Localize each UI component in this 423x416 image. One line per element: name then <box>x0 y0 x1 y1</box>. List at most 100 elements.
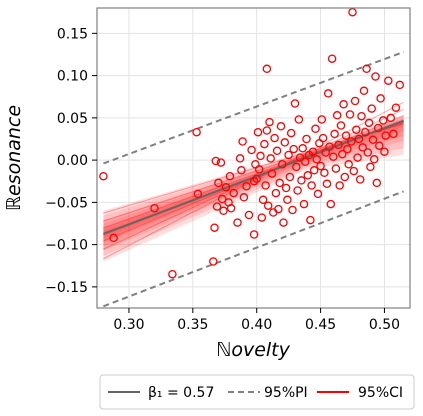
data-point <box>364 118 374 128</box>
legend-frame <box>99 374 415 410</box>
data-point <box>237 166 246 175</box>
y-axis-ticks: −0.15 −0.10 −0.05 0.00 0.05 0.10 0.15 <box>45 26 97 296</box>
data-point <box>358 143 367 152</box>
data-point <box>267 169 277 178</box>
data-point <box>192 127 201 137</box>
data-point <box>209 257 218 266</box>
data-point <box>311 124 320 134</box>
data-point <box>225 171 235 181</box>
data-point <box>329 152 338 161</box>
data-point <box>354 134 364 144</box>
data-point <box>269 208 278 217</box>
data-point <box>335 181 344 190</box>
x-axis-title: ℕovelty <box>216 339 291 361</box>
data-point <box>275 178 284 188</box>
data-point <box>373 123 383 133</box>
data-point <box>326 199 336 209</box>
data-point <box>277 160 287 169</box>
data-point <box>249 230 259 239</box>
y-tick-label: 0.15 <box>57 26 88 42</box>
data-point <box>286 128 296 138</box>
x-tick-label: 0.45 <box>305 317 336 333</box>
data-point <box>252 174 261 183</box>
x-tick-label: 0.35 <box>177 317 208 333</box>
data-point <box>211 156 221 166</box>
data-point <box>295 153 305 162</box>
data-point <box>306 215 315 225</box>
data-point <box>367 104 376 113</box>
data-point <box>300 157 310 167</box>
plot-frame <box>96 7 411 309</box>
y-tick-label: 0.10 <box>57 69 88 85</box>
y-tick-label: 0.00 <box>57 153 88 169</box>
data-point <box>327 54 337 63</box>
pi-lower-line <box>103 190 404 308</box>
data-point <box>285 172 295 182</box>
data-point <box>217 194 227 204</box>
data-point <box>331 164 341 173</box>
data-point <box>350 96 360 106</box>
data-point <box>258 195 268 205</box>
data-point <box>368 135 378 145</box>
data-point <box>261 181 270 190</box>
data-point <box>312 155 321 164</box>
data-point <box>323 89 333 98</box>
data-point <box>216 158 226 167</box>
data-point <box>99 171 108 181</box>
data-point <box>289 144 298 154</box>
data-point <box>308 147 318 156</box>
data-point <box>363 148 373 157</box>
data-point <box>302 134 311 144</box>
data-point <box>249 176 259 186</box>
data-point <box>233 218 242 227</box>
data-point <box>297 176 306 185</box>
data-point <box>281 183 291 193</box>
data-point <box>253 127 263 137</box>
y-axis-title: ℝesonance <box>3 105 25 211</box>
data-point <box>362 64 371 74</box>
data-point <box>219 206 228 216</box>
data-point <box>276 122 286 131</box>
data-point <box>150 204 159 213</box>
data-point <box>318 133 328 143</box>
y-tick-label: −0.15 <box>45 280 88 296</box>
data-point <box>210 223 219 232</box>
data-point <box>271 188 281 198</box>
data-point <box>313 189 323 199</box>
data-point <box>279 218 288 227</box>
data-point <box>332 111 342 120</box>
x-axis-ticks: 0.30 0.35 0.40 0.45 0.50 <box>113 308 400 333</box>
data-point <box>303 171 313 180</box>
data-point <box>270 133 279 143</box>
y-tick-label: −0.10 <box>45 238 88 254</box>
data-points <box>99 8 405 279</box>
legend-label-pi: 95%PI <box>264 385 308 401</box>
data-point <box>168 269 177 279</box>
data-point <box>238 137 247 146</box>
data-point <box>381 131 390 140</box>
data-point <box>378 116 388 125</box>
data-point <box>316 161 325 171</box>
data-point <box>361 127 370 137</box>
data-point <box>343 144 352 154</box>
data-point <box>357 111 366 121</box>
data-point <box>239 193 249 202</box>
data-point <box>254 165 264 174</box>
data-point <box>294 115 304 124</box>
data-point <box>376 94 385 103</box>
data-point <box>384 76 393 85</box>
confidence-band <box>103 115 404 262</box>
data-point <box>262 126 272 135</box>
data-point <box>389 129 398 139</box>
data-point <box>266 154 275 163</box>
data-point <box>274 204 283 214</box>
data-point <box>395 80 405 90</box>
data-point <box>226 204 236 213</box>
x-tick-label: 0.30 <box>113 317 144 333</box>
data-point <box>293 186 302 195</box>
data-point <box>352 125 361 134</box>
data-point <box>353 153 362 162</box>
data-point <box>214 178 223 188</box>
data-point <box>247 145 256 155</box>
